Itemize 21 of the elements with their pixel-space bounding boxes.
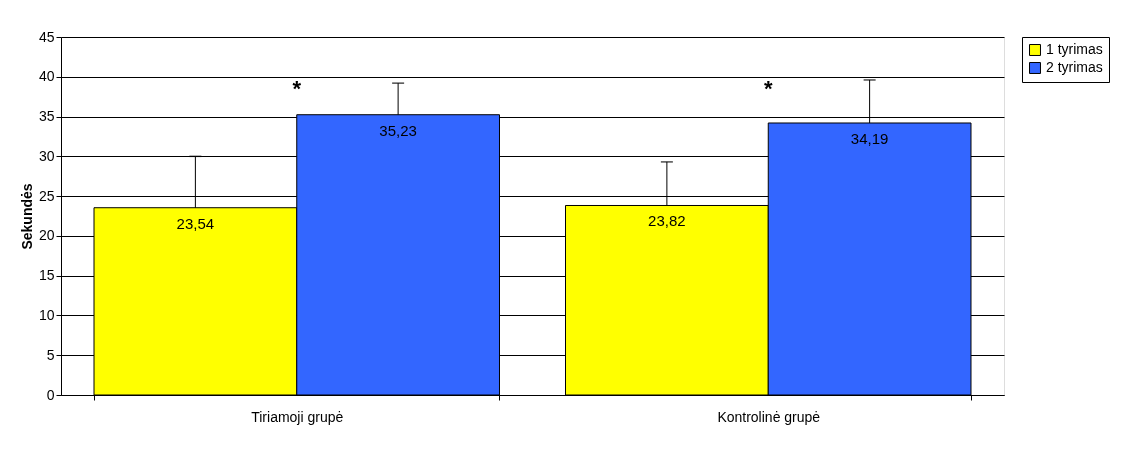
y-tick-label: 45	[38, 28, 55, 45]
y-tick-label: 20	[38, 227, 55, 244]
y-tick-label: 5	[46, 346, 55, 363]
y-tick-label: 15	[38, 267, 55, 284]
data-label: 34,19	[850, 130, 889, 147]
annotation: *	[292, 76, 302, 101]
legend-label: 1 tyrimas	[1046, 41, 1103, 57]
y-tick-label: 10	[38, 306, 55, 323]
x-tick-label: Kontrolinė grupė	[717, 408, 821, 425]
y-tick-label: 40	[38, 68, 55, 85]
y-tick-label: 0	[46, 386, 55, 403]
data-label: 23,54	[176, 214, 215, 232]
y-tick-label: 25	[38, 187, 55, 204]
data-label: 35,23	[379, 121, 417, 139]
data-label: 23,82	[648, 212, 686, 230]
y-tick-label: 30	[38, 147, 55, 164]
y-axis-title: Sekundės	[18, 183, 35, 250]
annotation: *	[763, 76, 773, 101]
y-tick-label: 35	[38, 108, 55, 125]
x-tick-label: Tiriamoji grupė	[251, 408, 344, 425]
legend-label: 2 tyrimas	[1046, 59, 1103, 75]
